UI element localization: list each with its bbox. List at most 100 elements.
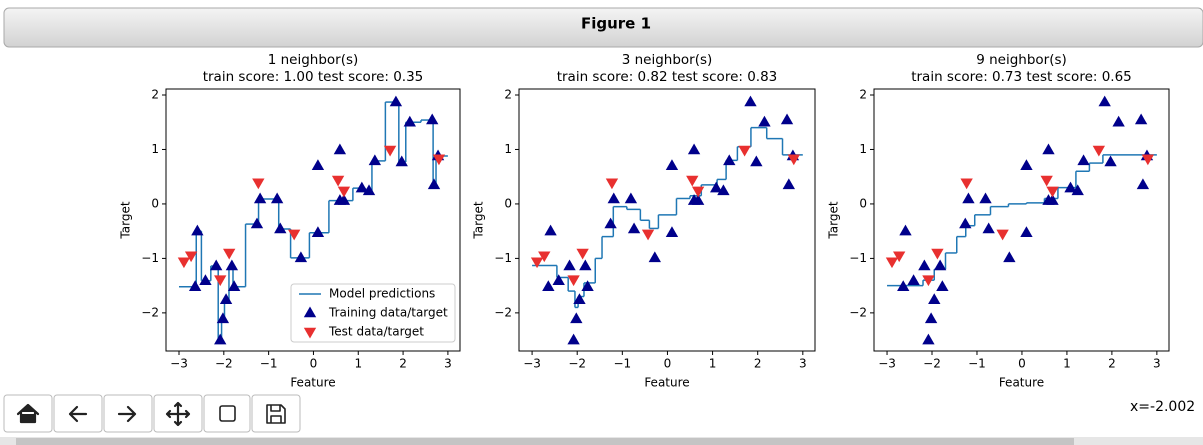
train-point xyxy=(936,280,949,291)
train-point xyxy=(979,192,992,204)
test-point xyxy=(177,257,191,269)
train-point xyxy=(573,293,586,305)
train-point xyxy=(225,259,239,271)
train-point xyxy=(687,143,701,155)
train-point xyxy=(782,178,796,190)
scrollbar-thumb[interactable] xyxy=(16,438,1074,445)
train-point xyxy=(294,251,308,263)
test-point xyxy=(567,275,580,287)
y-tick-label: −1 xyxy=(141,251,159,265)
train-point xyxy=(1064,181,1077,193)
test-point xyxy=(893,251,906,263)
train-point xyxy=(1134,113,1148,125)
test-point xyxy=(252,178,265,190)
train-point xyxy=(311,226,325,238)
test-point xyxy=(1040,175,1053,187)
train-point xyxy=(918,259,931,271)
zoom-button[interactable] xyxy=(203,394,251,433)
x-tick-label: −3 xyxy=(170,357,188,371)
x-tick-label: −3 xyxy=(523,357,541,371)
forward-button[interactable] xyxy=(103,394,153,433)
axes-frame xyxy=(873,88,1170,352)
y-tick-label: 0 xyxy=(504,196,512,210)
train-point xyxy=(274,222,287,234)
legend-frame xyxy=(290,283,456,343)
train-point xyxy=(780,113,794,125)
test-point xyxy=(538,251,551,263)
y-tick-label: 1 xyxy=(859,142,867,156)
train-point xyxy=(982,222,995,234)
train-point xyxy=(214,333,227,345)
test-point xyxy=(1046,186,1059,198)
y-axis-label: Target xyxy=(472,201,486,239)
y-axis-label: Target xyxy=(119,201,133,239)
train-point xyxy=(427,178,441,190)
train-point xyxy=(426,113,439,125)
train-point xyxy=(717,184,730,196)
pan-button[interactable] xyxy=(153,394,203,433)
test-point xyxy=(1092,145,1106,157)
train-point xyxy=(710,181,723,193)
train-point xyxy=(962,192,975,204)
train-point xyxy=(191,224,204,236)
train-point xyxy=(1077,154,1090,166)
chart-title: 9 neighbor(s) xyxy=(976,52,1067,68)
test-point xyxy=(691,186,705,198)
train-point xyxy=(899,224,912,236)
x-axis-label: Feature xyxy=(644,376,689,390)
test-point xyxy=(223,248,236,260)
chart-subtitle: train score: 1.00 test score: 0.35 xyxy=(203,69,424,85)
chart-title: 3 neighbor(s) xyxy=(622,52,713,68)
train-point xyxy=(627,222,641,234)
train-point xyxy=(665,226,679,238)
train-point xyxy=(758,115,771,127)
title-bar xyxy=(3,7,1203,48)
test-point xyxy=(922,275,935,287)
train-point xyxy=(922,333,935,345)
chart-subtitle: train score: 0.73 test score: 0.65 xyxy=(911,69,1132,85)
train-point xyxy=(579,259,592,271)
test-point xyxy=(738,145,751,157)
test-point xyxy=(931,248,944,260)
chart-subtitle: train score: 0.82 test score: 0.83 xyxy=(557,69,778,85)
test-point xyxy=(337,186,351,198)
train-point xyxy=(1136,178,1150,190)
x-tick-label: 2 xyxy=(399,357,407,371)
train-point xyxy=(581,280,594,291)
y-tick-label: −2 xyxy=(494,305,512,319)
train-point xyxy=(1020,226,1033,238)
x-tick-label: 0 xyxy=(310,357,318,371)
test-point xyxy=(996,229,1009,241)
y-tick-label: 0 xyxy=(151,196,159,210)
x-axis-label: Feature xyxy=(999,376,1044,390)
back-button[interactable] xyxy=(53,394,103,433)
train-point xyxy=(188,280,202,291)
train-point xyxy=(1098,95,1111,107)
x-tick-label: −2 xyxy=(923,357,941,371)
train-point xyxy=(219,293,233,305)
test-point xyxy=(383,145,397,157)
train-point xyxy=(933,259,947,271)
home-button[interactable] xyxy=(3,394,53,433)
save-button[interactable] xyxy=(251,394,301,433)
train-point xyxy=(542,280,555,291)
train-point xyxy=(389,95,403,107)
train-point xyxy=(648,251,661,263)
y-tick-label: 2 xyxy=(504,87,512,101)
x-tick-label: 2 xyxy=(1108,357,1116,371)
x-tick-label: −1 xyxy=(968,357,986,371)
axes-frame xyxy=(165,88,461,352)
test-point xyxy=(960,178,973,190)
train-point xyxy=(227,280,241,291)
train-point xyxy=(607,192,620,204)
train-point xyxy=(1071,184,1084,196)
train-point xyxy=(924,312,938,324)
legend: Model predictions Training data/target Tes… xyxy=(290,283,456,343)
y-tick-label: 2 xyxy=(859,87,867,101)
toolbar xyxy=(3,394,301,433)
train-point xyxy=(723,154,736,166)
train-point xyxy=(750,155,763,167)
x-tick-label: 3 xyxy=(799,357,807,371)
train-point xyxy=(253,192,267,204)
